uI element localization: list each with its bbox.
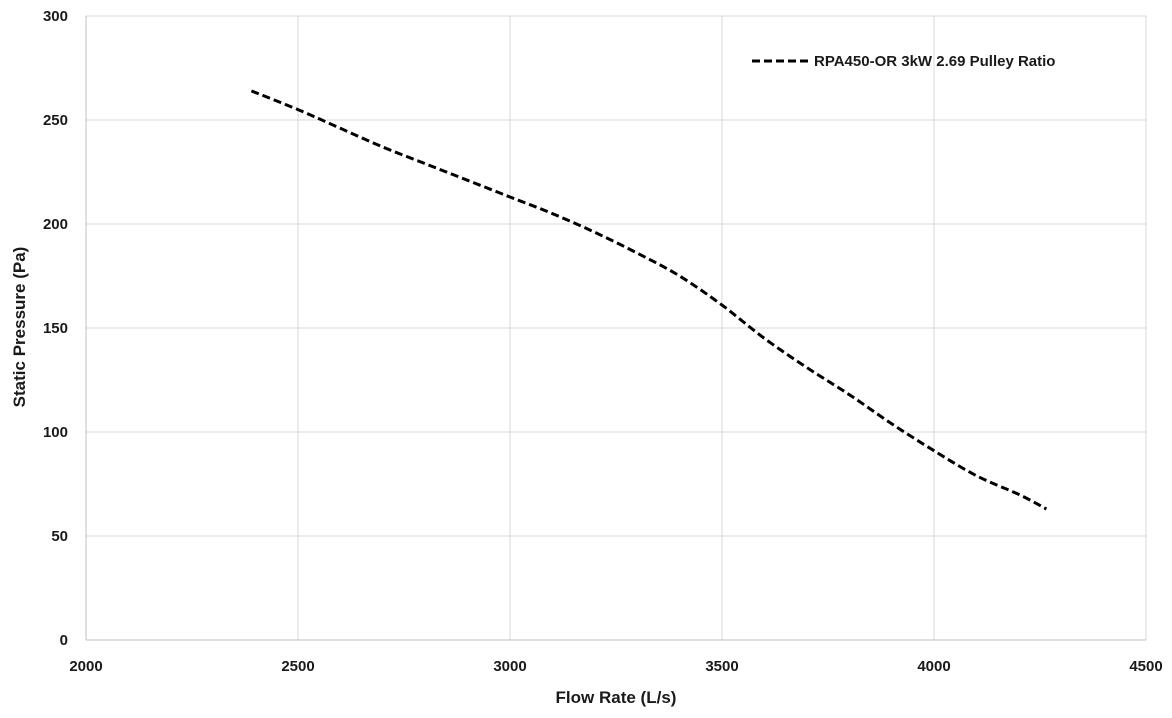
x-tick-label: 4500 — [1129, 658, 1162, 675]
x-axis-title: Flow Rate (L/s) — [556, 688, 677, 707]
y-axis-title: Static Pressure (Pa) — [10, 247, 29, 408]
x-tick-label: 4000 — [917, 658, 950, 675]
axes — [85, 16, 1146, 641]
y-tick-label: 250 — [43, 112, 68, 129]
grid-lines — [86, 15, 1147, 640]
y-tick-label: 150 — [43, 320, 68, 337]
x-tick-label: 3500 — [705, 658, 738, 675]
y-tick-label: 50 — [51, 528, 68, 545]
y-tick-label: 200 — [43, 216, 68, 233]
y-tick-label: 100 — [43, 424, 68, 441]
y-tick-label: 300 — [43, 8, 68, 25]
series-lines — [250, 89, 1048, 511]
series-line — [250, 89, 1048, 511]
y-tick-labels: 0 50 100 150 200 250 300 — [43, 8, 68, 649]
x-tick-labels: 2000 2500 3000 3500 4000 4500 — [69, 658, 1162, 675]
x-tick-label: 2500 — [281, 658, 314, 675]
legend-label: RPA450-OR 3kW 2.69 Pulley Ratio — [814, 53, 1055, 70]
x-tick-label: 2000 — [69, 658, 102, 675]
x-tick-label: 3000 — [493, 658, 526, 675]
legend: RPA450-OR 3kW 2.69 Pulley Ratio — [752, 53, 1055, 70]
y-tick-label: 0 — [60, 632, 68, 649]
